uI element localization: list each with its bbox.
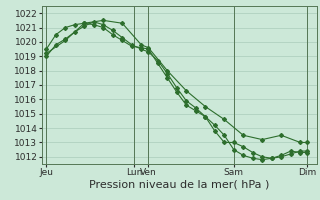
X-axis label: Pression niveau de la mer( hPa ): Pression niveau de la mer( hPa ) <box>89 180 269 190</box>
